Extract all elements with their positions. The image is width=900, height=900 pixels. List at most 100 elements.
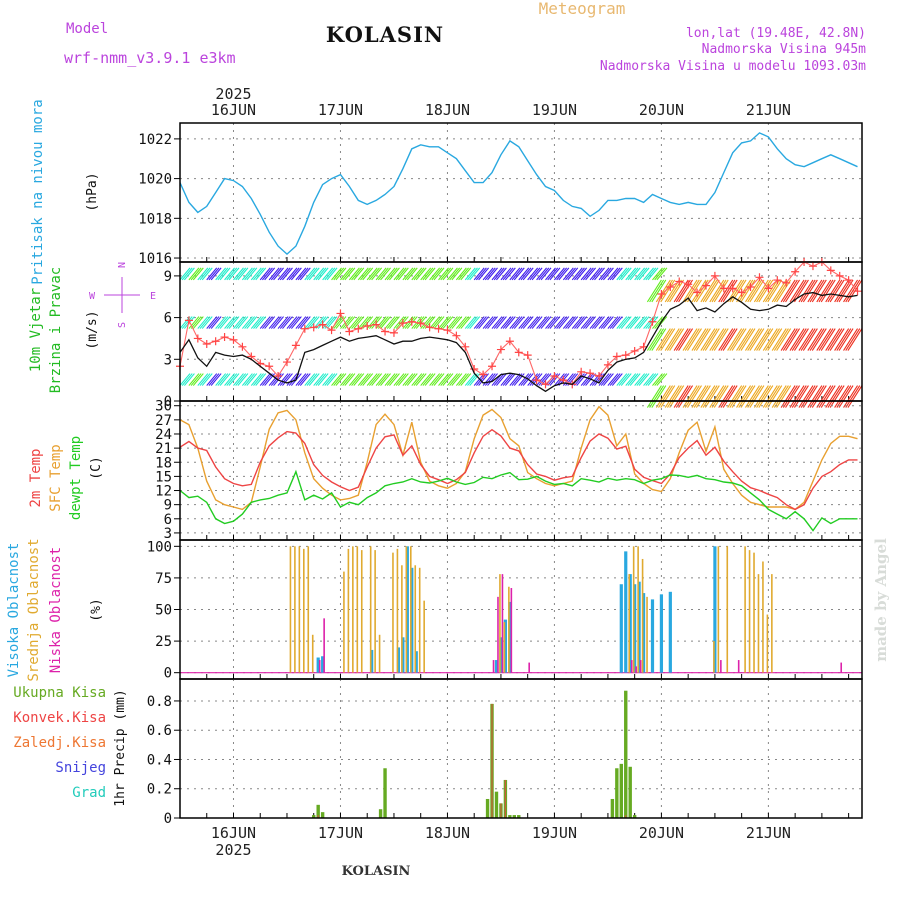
wind-barb <box>809 385 825 408</box>
wind-barb <box>455 373 467 386</box>
wind-barb <box>315 267 327 281</box>
wind-barb <box>847 385 863 408</box>
wind-barb <box>589 316 601 329</box>
wind-barb <box>228 267 240 281</box>
wind-barb <box>431 373 443 386</box>
wind-barb <box>700 385 716 408</box>
wind-barb <box>736 385 752 408</box>
wind-barb <box>678 279 694 303</box>
wind-barb <box>273 316 284 329</box>
gust-marker <box>381 327 390 336</box>
low-cloud-bar <box>318 660 321 673</box>
wind-barb <box>188 267 200 281</box>
wind-barb <box>691 328 707 351</box>
wind-barb <box>660 279 676 303</box>
wind-barb <box>666 328 682 351</box>
wind-barb <box>451 316 463 329</box>
wind-barb <box>620 267 632 281</box>
wind-barb <box>711 328 727 351</box>
wind-barb <box>460 373 472 386</box>
temp-dewpt-axis-label: dewpt Temp <box>68 436 84 520</box>
mid-cloud-bar <box>303 548 305 673</box>
wind-barb <box>562 267 574 281</box>
high-cloud-bar <box>713 546 717 673</box>
wind-barb <box>816 385 832 408</box>
year-label-top: 2025 <box>215 85 251 103</box>
wind-barb <box>424 267 436 281</box>
wind-barb <box>422 267 434 281</box>
wind-barb <box>529 316 541 329</box>
y-tick-label: 0.6 <box>147 723 172 739</box>
y-tick-label: 18 <box>155 455 172 471</box>
wind-barb <box>567 267 579 281</box>
wind-barb <box>545 267 556 281</box>
wind-barb <box>241 316 253 329</box>
wind-barb <box>386 267 398 281</box>
wind-barb <box>625 316 637 329</box>
low-cloud-bar <box>323 618 325 673</box>
wind-barb <box>574 267 585 281</box>
wind-barb <box>636 267 648 281</box>
wind-barb <box>440 373 452 386</box>
wind-barb <box>531 267 543 281</box>
low-cloud-bar <box>639 660 642 673</box>
wind-barb <box>711 279 727 303</box>
wind-barb <box>669 328 685 351</box>
gust-marker <box>354 324 363 333</box>
wind-barb <box>442 373 454 386</box>
wind-barb <box>843 328 859 351</box>
wind-barb <box>429 316 441 329</box>
wind-barb <box>404 267 416 281</box>
wind-barb <box>215 373 227 386</box>
wind-barb <box>389 373 400 386</box>
wind-barb <box>253 373 264 386</box>
conv-precip-bar <box>317 815 319 818</box>
wind-barb <box>660 385 676 408</box>
grad-label: Grad <box>72 785 106 801</box>
wind-barb <box>645 267 657 281</box>
wind-barb <box>386 373 398 386</box>
high-cloud-bar <box>370 649 374 673</box>
wind-barb <box>576 316 588 329</box>
wind-barb <box>404 373 416 386</box>
wind-barb <box>780 328 796 351</box>
high-cloud-bar <box>321 656 325 673</box>
wind-barb <box>767 328 783 351</box>
gust-marker <box>728 284 737 293</box>
pressure-axis-label: Pritisak na nivou mora <box>30 99 46 284</box>
wind-barb <box>540 316 552 329</box>
wind-barb <box>609 373 621 386</box>
wind-barb <box>818 328 834 351</box>
wind-barb <box>673 328 689 351</box>
wind-barb <box>607 267 619 281</box>
wind-barb <box>487 267 498 281</box>
wind-barb <box>259 316 271 329</box>
wind-barb <box>264 267 276 281</box>
wind-barb <box>451 267 463 281</box>
wind-barb <box>582 316 594 329</box>
wind-barb <box>262 373 273 386</box>
wind-barb <box>720 279 736 303</box>
wind-barb <box>591 267 603 281</box>
wind-barb <box>286 373 298 386</box>
wind-barb <box>538 267 550 281</box>
wind-barb <box>651 328 667 351</box>
wind-barb <box>720 385 736 408</box>
wind-barb <box>753 328 769 351</box>
wind-barb <box>360 316 371 329</box>
wind-barb <box>756 328 772 351</box>
wind-barb <box>342 373 354 386</box>
wind-barb <box>556 267 568 281</box>
y-tick-label: 0 <box>164 394 172 410</box>
wind-barb <box>181 267 193 281</box>
wind-barb <box>740 328 756 351</box>
wind-barb <box>487 373 498 386</box>
gust-marker <box>238 342 247 351</box>
wind-barb <box>655 328 671 351</box>
year-label-bottom: 2025 <box>215 841 251 859</box>
wind-barb <box>609 316 621 329</box>
wind-barb <box>431 267 443 281</box>
wind-barb <box>496 267 507 281</box>
gust-marker <box>398 319 407 328</box>
